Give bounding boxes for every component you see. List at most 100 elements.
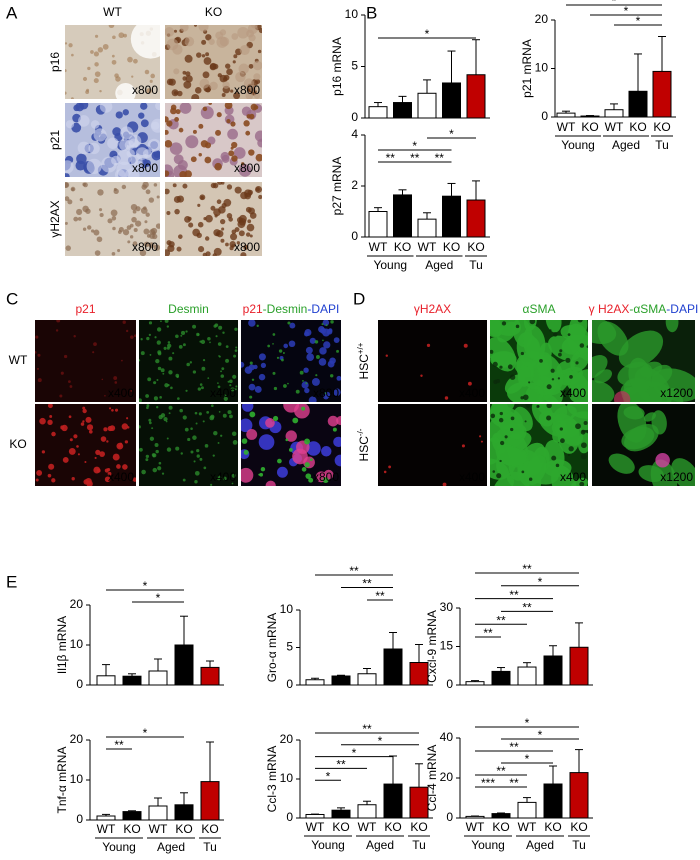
cell [111, 59, 117, 65]
cell [209, 415, 215, 421]
cell [586, 345, 588, 349]
cell [185, 71, 191, 77]
cell [260, 466, 266, 472]
cell [241, 418, 253, 433]
cell [227, 380, 230, 383]
cell [249, 361, 253, 365]
significance-label: ** [336, 758, 346, 772]
cell [493, 475, 515, 486]
cell [148, 421, 152, 425]
micrograph [241, 404, 341, 486]
cell [206, 411, 210, 414]
cell [220, 374, 225, 378]
cell [332, 427, 337, 432]
cell [112, 35, 116, 40]
cell [277, 458, 282, 464]
y-tick-label: 20 [440, 770, 454, 784]
cell [245, 130, 251, 136]
cell [234, 388, 237, 391]
cell [69, 385, 73, 388]
cell [285, 430, 297, 442]
cell [108, 25, 115, 29]
magnification: x800 [234, 83, 260, 97]
cell [283, 384, 287, 388]
y-tick-label: 2 [351, 178, 358, 192]
cell [225, 242, 229, 247]
cell [490, 458, 510, 480]
significance-label: *** [481, 776, 495, 790]
cell [229, 241, 236, 248]
cell [272, 371, 276, 375]
significance-label: * [143, 726, 148, 740]
cell [145, 394, 149, 398]
cell [225, 345, 229, 349]
cell [523, 325, 546, 361]
cell [222, 81, 230, 89]
cell [583, 421, 588, 426]
cell [495, 378, 501, 384]
cell [496, 409, 525, 440]
cell [134, 334, 136, 338]
y-tick-label: 20 [280, 732, 294, 746]
cell [182, 478, 186, 482]
y-tick-label: 10 [535, 61, 549, 75]
y-tick-label: 0 [351, 110, 358, 124]
micrograph-content [165, 25, 262, 99]
cell [112, 453, 120, 461]
cell [492, 361, 498, 367]
cell [92, 351, 95, 354]
cell [248, 364, 255, 371]
cell [200, 106, 214, 120]
cell [318, 326, 325, 333]
cell [383, 470, 387, 474]
cell [153, 244, 160, 251]
cell [655, 452, 670, 468]
panel-label: WT [9, 353, 28, 367]
micrograph [490, 320, 588, 402]
significance-label: * [378, 734, 383, 748]
group-label: Tu [412, 838, 426, 852]
cell [558, 352, 562, 357]
cell [205, 214, 213, 223]
cell [241, 438, 248, 444]
cell [130, 203, 138, 211]
cell [496, 446, 527, 467]
cell [129, 235, 134, 239]
cell [247, 25, 258, 34]
cell [164, 383, 169, 388]
y-tick-label: 5 [286, 640, 293, 654]
label-part: p21 [243, 302, 263, 316]
cell [551, 465, 577, 486]
cell [497, 321, 517, 343]
cell [168, 370, 173, 375]
cell [227, 128, 238, 140]
cell [115, 111, 123, 119]
cell [190, 450, 194, 454]
cell [478, 435, 482, 438]
micrograph-content [35, 404, 136, 486]
x-tick-label: KO [410, 820, 427, 834]
cell [385, 354, 388, 357]
cell [546, 404, 552, 409]
cell [149, 79, 153, 83]
cell [76, 208, 83, 216]
cell [251, 378, 255, 381]
cell [192, 228, 201, 237]
cell [515, 324, 520, 329]
panel-label: γ H2AX-αSMA-DAPI [589, 302, 699, 316]
cell [179, 170, 187, 177]
y-tick-label: 4 [351, 127, 358, 141]
cell [65, 69, 67, 73]
cell [107, 471, 112, 476]
cell [132, 477, 136, 482]
cell [301, 467, 307, 472]
cell [121, 184, 127, 190]
cell [56, 320, 61, 323]
cell [322, 320, 330, 326]
cell [304, 387, 310, 394]
bar [652, 70, 672, 118]
cell [463, 343, 468, 348]
cell [592, 355, 608, 379]
cell [39, 417, 46, 425]
cell [232, 374, 237, 379]
